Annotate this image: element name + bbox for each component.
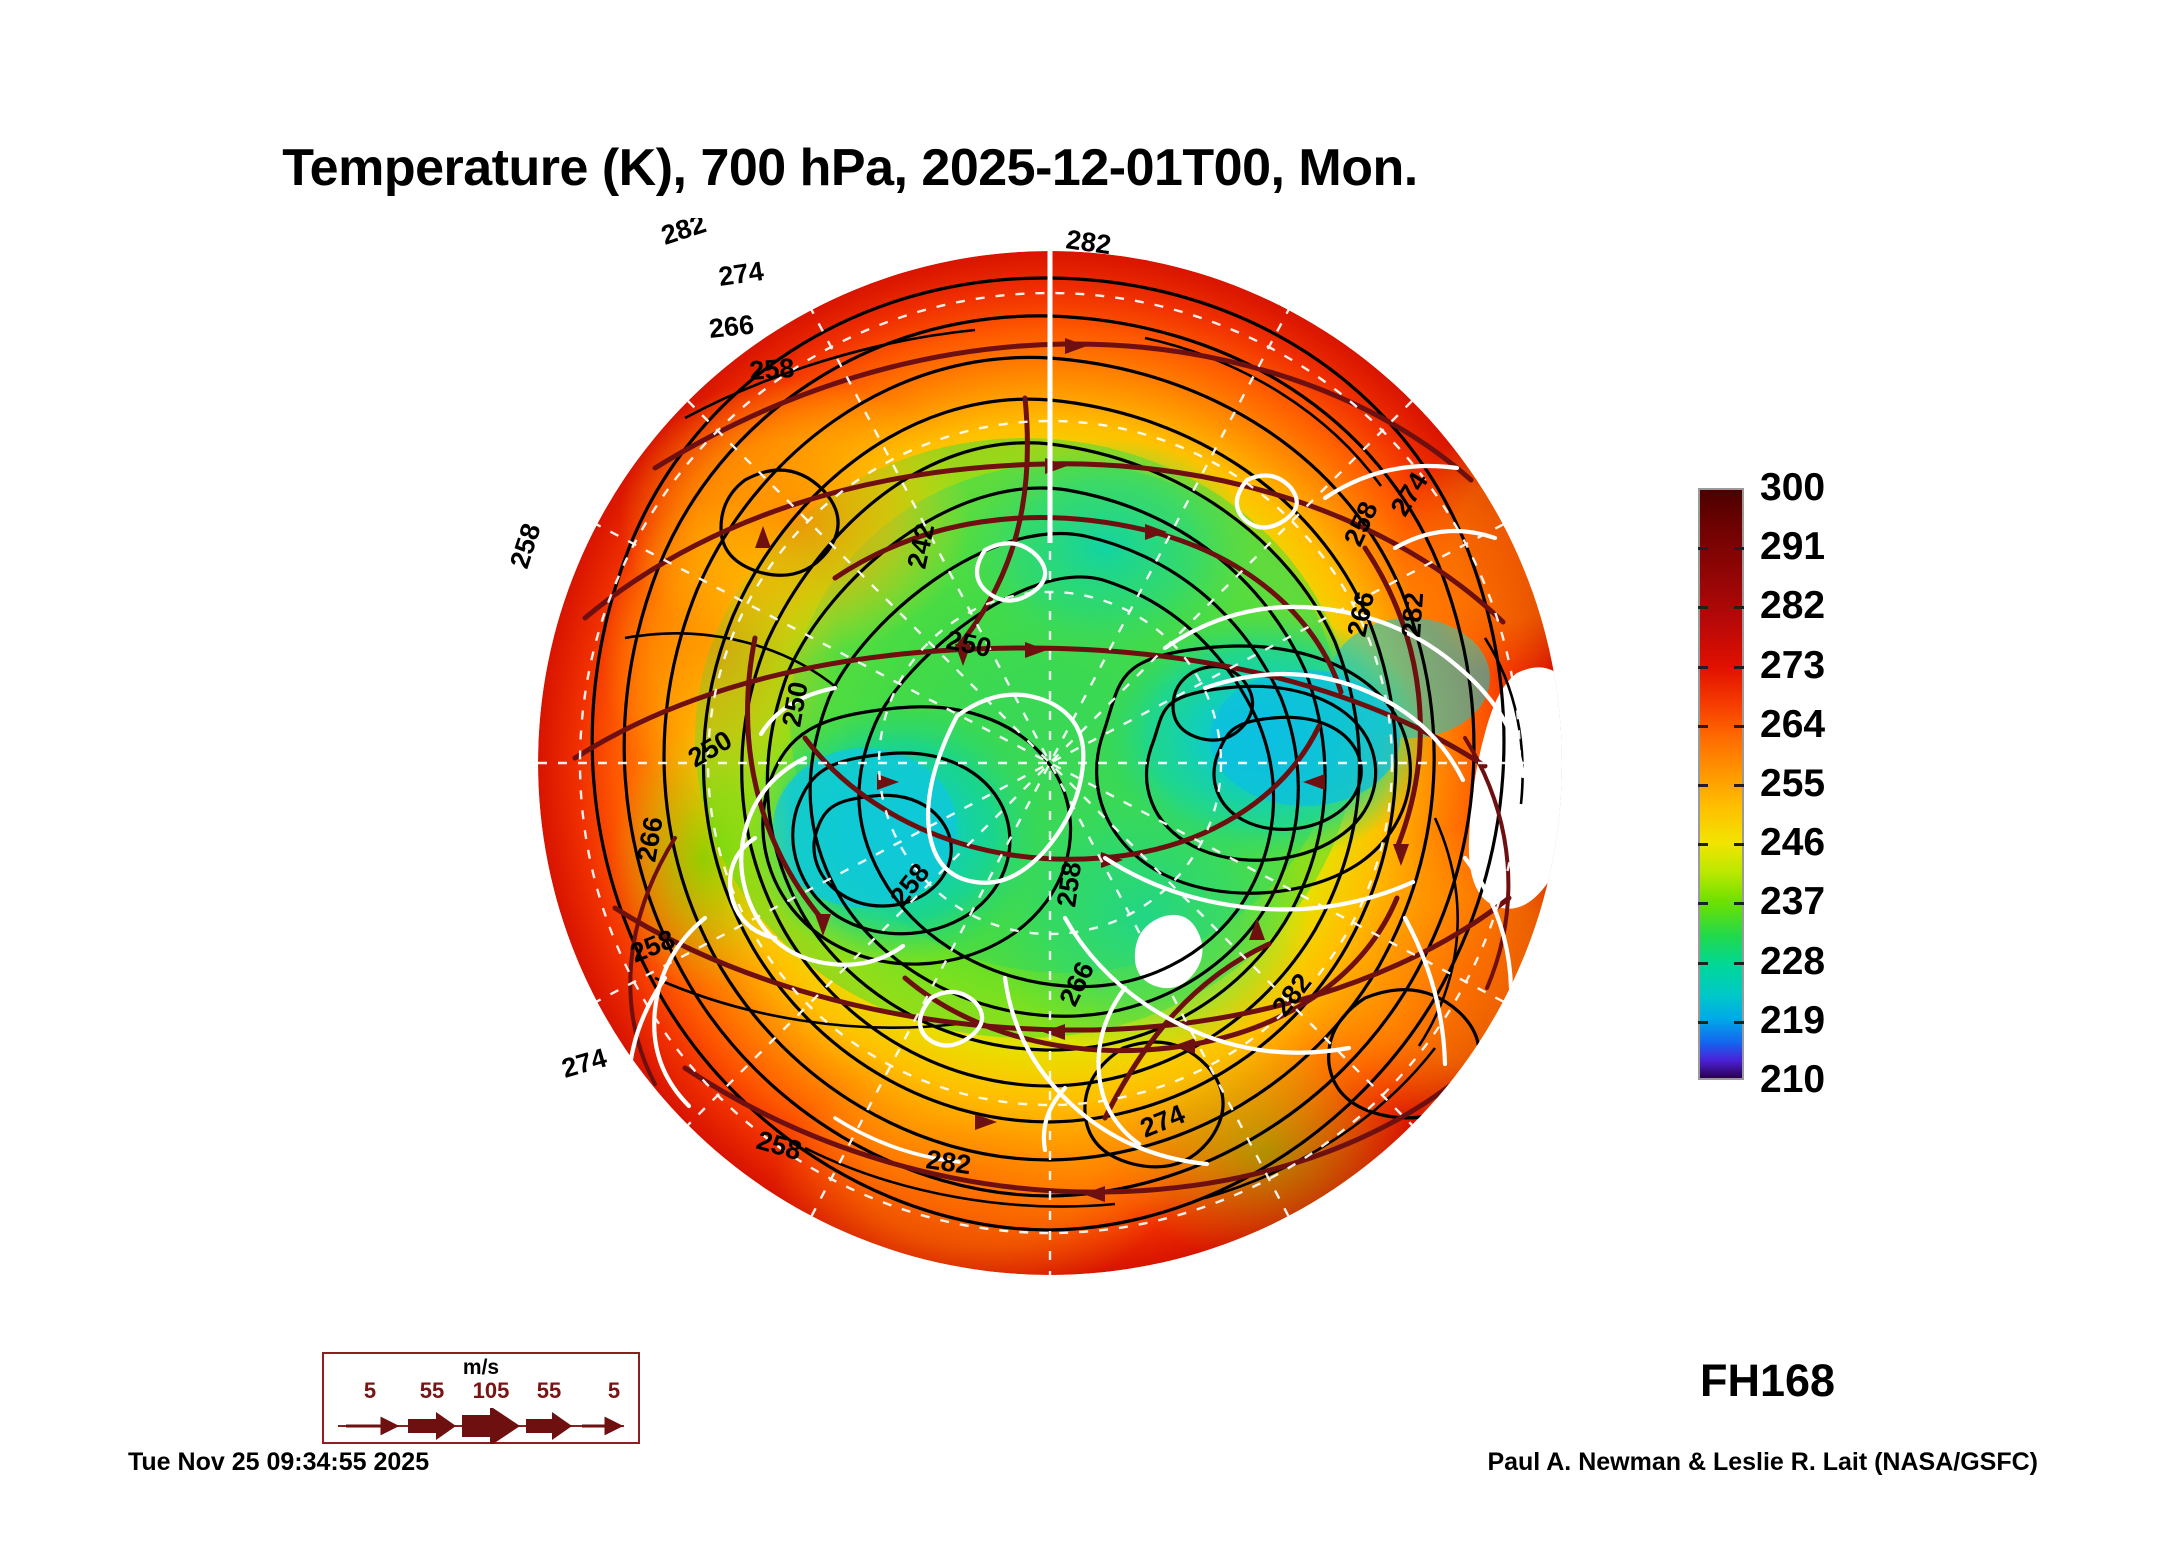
colorbar-tick-mark [1698, 665, 1708, 669]
credit-line: Paul A. Newman & Leslie R. Lait (NASA/GS… [1487, 1448, 2038, 1476]
graticule-layer [538, 251, 1562, 1275]
contour-label: 282 [924, 1144, 973, 1180]
colorbar-tick-label: 219 [1760, 998, 1826, 1042]
colorbar-tick-mark [1734, 961, 1744, 965]
colorbar-tick-label: 246 [1760, 821, 1826, 865]
colorbar-tick-mark [1698, 1020, 1708, 1024]
contour-label: 258 [505, 520, 547, 572]
colorbar-tick-mark [1734, 843, 1744, 847]
colorbar-tick-label: 255 [1760, 762, 1826, 805]
wind-arrow-glyphs [338, 1408, 624, 1444]
forecast-hour-label: FH168 [1700, 1355, 1836, 1406]
colorbar-tick-mark [1734, 902, 1744, 906]
wind-scale-label: 5 [363, 1378, 377, 1403]
colorbar-tick-mark [1698, 547, 1708, 551]
colorbar-tick-mark [1734, 665, 1744, 669]
colorbar-tick-mark [1698, 961, 1708, 965]
colorbar-tick-mark [1698, 902, 1708, 906]
colorbar-tick-label: 282 [1760, 584, 1826, 628]
colorbar-tick-mark [1734, 606, 1744, 610]
contour-label: 274 [717, 256, 766, 292]
contour-label: 282 [1064, 224, 1113, 260]
colorbar-tick-label: 264 [1760, 702, 1826, 746]
colorbar-tick-label: 300 [1760, 466, 1826, 509]
map-svg: 282 274 266 258 282 282 266 266 258 274 … [505, 218, 1562, 1275]
wind-speed-legend: m/s 5 55 105 55 5 [322, 1352, 640, 1444]
coastline-layer [626, 463, 1562, 1235]
colorbar-tick-mark [1734, 784, 1744, 787]
colorbar-tick-mark [1698, 843, 1708, 847]
colorbar-tick-label: 228 [1760, 939, 1826, 983]
colorbar-tick-mark [1698, 724, 1708, 728]
wind-scale-label: 105 [472, 1378, 510, 1403]
wind-units-label: m/s [462, 1356, 500, 1379]
page-title: Temperature (K), 700 hPa, 2025-12-01T00,… [282, 139, 1418, 197]
colorbar-tick-mark [1734, 1020, 1744, 1024]
colorbar: 300 291 282 273 264 255 246 237 228 219 210 [1698, 468, 1998, 1101]
polar-stereographic-map: 282 274 266 258 282 282 266 266 258 274 … [505, 218, 1595, 1308]
colorbar-tick-mark [1734, 724, 1744, 728]
contour-label: 266 [707, 309, 755, 344]
contour-label: 258 [748, 353, 795, 386]
colorbar-tick-mark [1698, 606, 1708, 610]
wind-scale-labels: 5 55 105 55 5 [324, 1378, 638, 1404]
contour-label: 274 [558, 1043, 610, 1084]
generation-timestamp: Tue Nov 25 09:34:55 2025 [128, 1448, 430, 1476]
wind-scale-label: 5 [607, 1378, 621, 1403]
contour-label: 282 [658, 218, 710, 251]
contour-label: 282 [1396, 591, 1429, 638]
wind-scale-label: 55 [536, 1378, 562, 1403]
colorbar-tick-mark [1698, 784, 1708, 787]
temperature-fill-layer [538, 251, 1562, 1275]
colorbar-tick-label: 273 [1760, 643, 1826, 687]
wind-scale-label: 55 [419, 1378, 445, 1403]
colorbar-tick-label: 210 [1760, 1058, 1826, 1101]
colorbar-tick-label: 291 [1760, 525, 1826, 569]
contour-label: 258 [1051, 860, 1087, 909]
colorbar-tick-mark [1734, 547, 1744, 551]
colorbar-tick-label: 237 [1760, 880, 1826, 924]
